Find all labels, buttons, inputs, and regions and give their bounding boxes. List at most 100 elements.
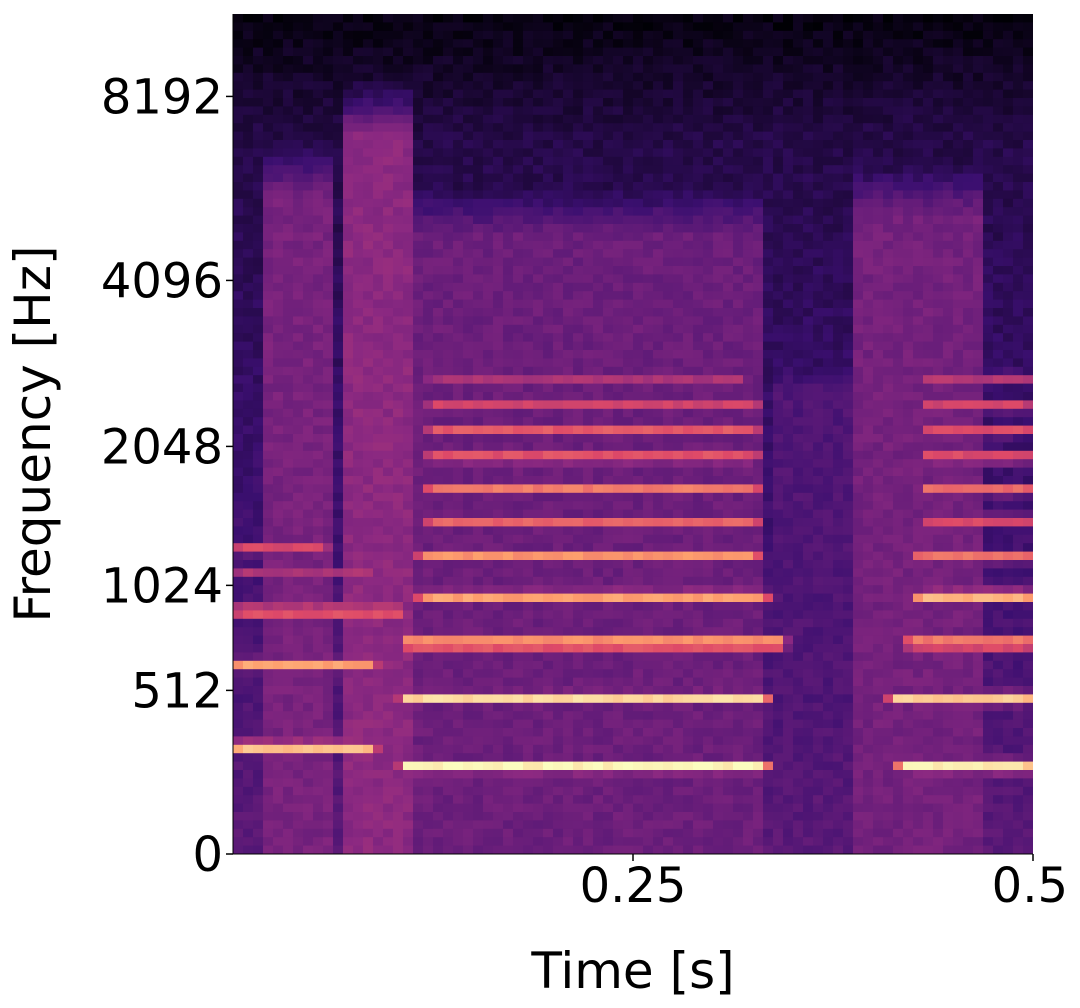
heatmap-cell bbox=[583, 64, 594, 74]
heatmap-cell bbox=[303, 89, 314, 99]
heatmap-cell bbox=[283, 820, 294, 830]
heatmap-cell bbox=[473, 232, 484, 242]
heatmap-cell bbox=[413, 299, 424, 309]
heatmap-cell bbox=[493, 627, 504, 637]
heatmap-cell bbox=[433, 324, 444, 334]
heatmap-cell bbox=[453, 492, 464, 502]
heatmap-cell bbox=[603, 828, 614, 838]
heatmap-cell bbox=[673, 450, 684, 460]
heatmap-cell bbox=[243, 89, 254, 99]
heatmap-cell bbox=[353, 299, 364, 309]
heatmap-cell bbox=[423, 408, 434, 418]
heatmap-cell bbox=[633, 778, 644, 788]
heatmap-cell bbox=[283, 173, 294, 183]
heatmap-cell bbox=[463, 434, 474, 443]
heatmap-cell bbox=[453, 627, 464, 637]
heatmap-cell bbox=[533, 812, 544, 821]
heatmap-cell bbox=[503, 417, 514, 427]
heatmap-cell bbox=[593, 392, 604, 401]
heatmap-cell bbox=[433, 64, 444, 74]
heatmap-cell bbox=[273, 568, 284, 578]
heatmap-cell bbox=[303, 291, 314, 301]
heatmap-cell bbox=[293, 660, 304, 670]
heatmap-cell bbox=[413, 593, 424, 603]
heatmap-cell bbox=[273, 291, 284, 301]
heatmap-cell bbox=[693, 761, 704, 771]
heatmap-cell bbox=[553, 845, 564, 854]
heatmap-cell bbox=[663, 820, 674, 830]
heatmap-cell bbox=[403, 106, 414, 116]
heatmap-cell bbox=[373, 156, 384, 166]
heatmap-cell bbox=[233, 98, 244, 107]
heatmap-cell bbox=[263, 744, 274, 754]
heatmap-cell bbox=[413, 560, 424, 569]
heatmap-cell bbox=[273, 484, 284, 494]
heatmap-cell bbox=[353, 30, 364, 40]
heatmap-cell bbox=[363, 467, 374, 477]
heatmap-cell bbox=[693, 240, 704, 250]
heatmap-cell bbox=[473, 803, 484, 813]
heatmap-cell bbox=[493, 728, 504, 737]
heatmap-cell bbox=[353, 845, 364, 854]
heatmap-cell bbox=[403, 576, 414, 586]
heatmap-cell bbox=[453, 593, 464, 603]
heatmap-cell bbox=[363, 568, 374, 578]
heatmap-cell bbox=[643, 190, 654, 200]
heatmap-cell bbox=[543, 425, 554, 435]
heatmap-cell bbox=[443, 358, 454, 368]
heatmap-cell bbox=[623, 140, 634, 149]
heatmap-cell bbox=[563, 694, 574, 704]
heatmap-cell bbox=[383, 333, 394, 343]
heatmap-cell bbox=[443, 560, 454, 569]
heatmap-cell bbox=[633, 56, 644, 65]
heatmap-cell bbox=[393, 694, 404, 704]
heatmap-cell bbox=[663, 291, 674, 301]
heatmap-cell bbox=[253, 837, 264, 847]
heatmap-cell bbox=[243, 702, 254, 712]
heatmap-cell bbox=[343, 308, 354, 317]
heatmap-cell bbox=[443, 47, 454, 57]
heatmap-cell bbox=[713, 148, 724, 158]
heatmap-cell bbox=[523, 434, 534, 443]
heatmap-cell bbox=[293, 442, 304, 452]
heatmap-cell bbox=[343, 560, 354, 569]
heatmap-cell bbox=[243, 39, 254, 49]
heatmap-cell bbox=[423, 114, 434, 124]
heatmap-cell bbox=[383, 316, 394, 326]
heatmap-cell bbox=[473, 299, 484, 309]
heatmap-cell bbox=[313, 350, 324, 359]
heatmap-cell bbox=[443, 635, 454, 645]
heatmap-cell bbox=[353, 232, 364, 242]
heatmap-cell bbox=[533, 333, 544, 343]
heatmap-cell bbox=[693, 56, 704, 65]
heatmap-cell bbox=[273, 845, 284, 854]
heatmap-cell bbox=[573, 392, 584, 401]
heatmap-cell bbox=[593, 207, 604, 217]
heatmap-cell bbox=[293, 190, 304, 200]
heatmap-cell bbox=[653, 140, 664, 149]
heatmap-cell bbox=[693, 753, 704, 763]
heatmap-cell bbox=[403, 350, 414, 359]
heatmap-cell bbox=[713, 131, 724, 141]
heatmap-cell bbox=[643, 341, 654, 351]
heatmap-cell bbox=[493, 425, 504, 435]
heatmap-cell bbox=[603, 837, 614, 847]
heatmap-cell bbox=[663, 22, 674, 32]
heatmap-cell bbox=[553, 736, 564, 746]
heatmap-cell bbox=[543, 81, 554, 91]
heatmap-cell bbox=[573, 711, 584, 721]
heatmap-cell bbox=[523, 106, 534, 116]
heatmap-cell bbox=[393, 635, 404, 645]
heatmap-cell bbox=[593, 89, 604, 99]
heatmap-cell bbox=[333, 476, 344, 485]
heatmap-cell bbox=[303, 770, 314, 779]
heatmap-cell bbox=[423, 240, 434, 250]
heatmap-cell bbox=[273, 156, 284, 166]
heatmap-cell bbox=[613, 14, 624, 23]
heatmap-cell bbox=[433, 837, 444, 847]
heatmap-cell bbox=[453, 114, 464, 124]
heatmap-cell bbox=[523, 610, 534, 620]
heatmap-cell bbox=[553, 534, 564, 544]
heatmap-cell bbox=[273, 770, 284, 779]
heatmap-cell bbox=[273, 232, 284, 242]
